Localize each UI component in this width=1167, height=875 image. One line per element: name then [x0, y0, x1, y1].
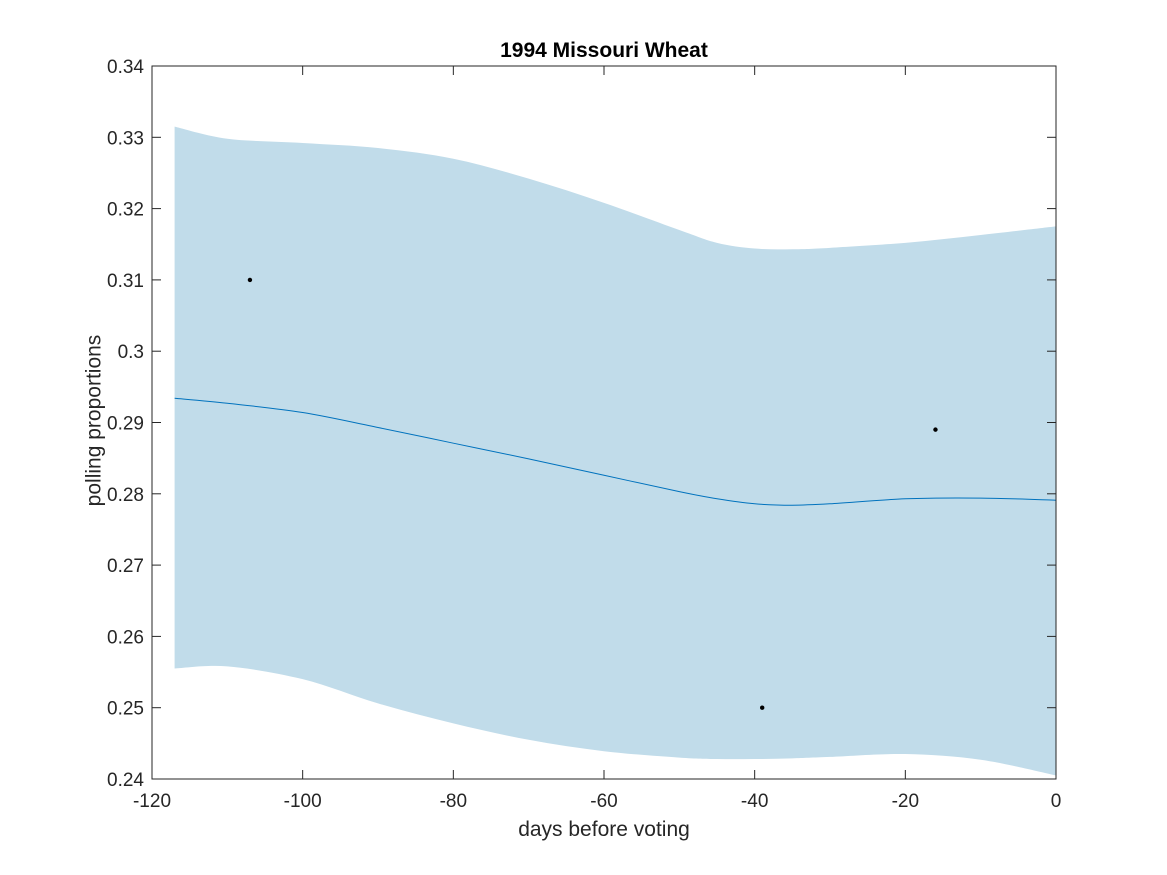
y-tick-label: 0.34	[107, 57, 144, 78]
y-tick-label: 0.26	[107, 627, 144, 648]
data-point	[933, 427, 938, 432]
x-tick-label: -80	[440, 791, 467, 812]
confidence-band	[174, 126, 1057, 776]
x-tick-label: -20	[892, 791, 919, 812]
y-tick-label: 0.25	[107, 699, 144, 720]
x-tick-label: -40	[741, 791, 768, 812]
y-tick-label: 0.31	[107, 271, 144, 292]
y-tick-label: 0.29	[107, 414, 144, 435]
data-point	[760, 705, 765, 710]
y-tick-label: 0.3	[118, 342, 144, 363]
y-axis-label: polling proportions	[82, 335, 105, 507]
x-tick-label: 0	[1051, 791, 1062, 812]
y-tick-label: 0.24	[107, 770, 144, 791]
data-point	[247, 277, 253, 283]
y-tick-label: 0.33	[107, 128, 144, 149]
x-tick-label: -120	[133, 791, 171, 812]
y-tick-label: 0.32	[107, 200, 144, 221]
x-axis-label: days before voting	[518, 818, 690, 841]
x-tick-label: -60	[590, 791, 617, 812]
x-tick-label: -100	[284, 791, 322, 812]
chart-title: 1994 Missouri Wheat	[500, 39, 708, 62]
plot-area: -120 -100 -80 -60 -40 -20 0 0.24 0.25 0.26 0.27 0.2…	[107, 57, 1061, 812]
y-tick-label: 0.27	[107, 556, 144, 577]
mean-line	[174, 397, 1057, 506]
y-tick-label: 0.28	[107, 485, 144, 506]
